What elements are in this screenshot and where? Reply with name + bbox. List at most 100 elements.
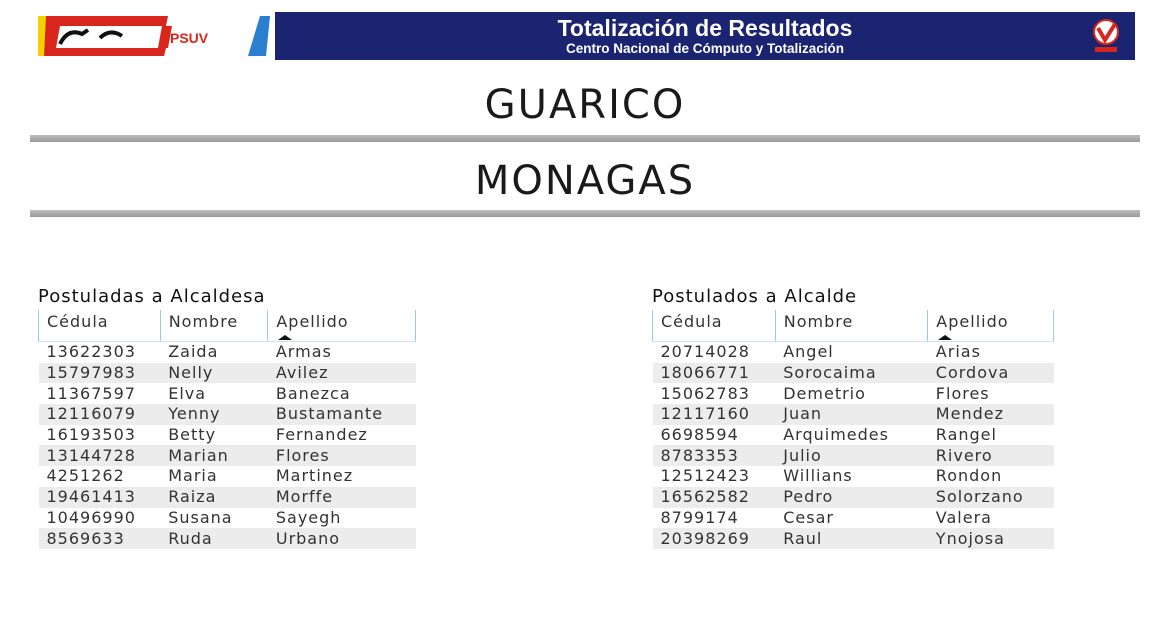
cell-cedula: 20398269 [652,528,776,549]
divider [30,135,1140,142]
state-heading-monagas: MONAGAS [474,158,696,204]
cell-cedula: 13144728 [38,445,161,467]
sort-ascending-icon [278,335,293,340]
cell-nombre: Demetrio [783,383,866,403]
cell-apellido: Martinez [275,466,354,486]
cell-apellido: Mendez [927,404,1054,425]
table-row: 13144728 Marian Flores [38,445,416,467]
header-subtitle: Centro Nacional de Cómputo y Totalizació… [565,41,845,56]
table-row: 12512423 Willians Rondon [653,466,1054,487]
column-header-label: Apellido [936,312,1009,331]
cell-nombre: Juan [775,404,928,425]
cell-cedula: 12117160 [652,404,776,425]
cell-nombre: Ruda [160,528,268,549]
cell-cedula: 20714028 [660,342,750,362]
cell-nombre: Susana [168,507,233,527]
table-row: 18066771 Sorocaima Cordova [652,362,1054,384]
cell-apellido: Valera [935,507,992,527]
cell-nombre: Elva [168,383,207,403]
table-row: 12117160 Juan Mendez [652,404,1054,425]
column-header-nombre[interactable]: Nombre [159,310,268,342]
table-row: 13622303 Zaida Armas [39,342,416,363]
table-row: 20714028 Angel Arias [653,342,1054,363]
header-title: Totalización de Resultados [557,15,853,41]
table-title-alcalde: Postulados a Alcalde [652,286,858,307]
cell-cedula: 6698594 [660,425,739,445]
table-row: 8569633 Ruda Urbano [38,528,416,549]
cell-cedula: 8569633 [38,528,161,549]
cell-nombre: Angel [783,342,834,362]
cell-cedula: 11367597 [46,383,136,403]
header-banner: Totalización de Resultados Centro Nacion… [275,12,1135,60]
table-row: 6698594 Arquimedes Rangel [653,425,1054,446]
cell-cedula: 10496990 [46,507,136,527]
cell-cedula: 8783353 [652,445,776,467]
cell-apellido: Banezca [275,383,351,403]
cell-cedula: 19461413 [38,486,161,508]
divider [30,210,1140,217]
cell-nombre: Julio [775,445,928,467]
column-header-cedula[interactable]: Cédula [38,310,161,342]
table-row: 8783353 Julio Rivero [652,445,1054,467]
cell-nombre: Maria [168,466,218,486]
cell-cedula: 18066771 [652,362,776,384]
column-header-label: Apellido [276,312,349,331]
table-row: 16562582 Pedro Solorzano [652,486,1054,508]
svg-text:PSUV: PSUV [170,30,209,46]
cell-apellido: Urbano [267,528,416,549]
column-header-cedula[interactable]: Cédula [652,310,776,342]
cell-nombre: Marian [160,445,268,467]
psuv-logo: PSUV [38,12,272,60]
cell-nombre: Raiza [160,486,268,508]
cell-apellido: Bustamante [267,404,416,425]
cell-nombre: Nelly [160,362,268,384]
cell-apellido: Rangel [935,425,997,445]
cell-apellido: Flores [935,383,990,403]
cell-nombre: Sorocaima [775,362,928,384]
cell-nombre: Raul [775,528,928,549]
cell-apellido: Rivero [927,445,1054,467]
cell-apellido: Avilez [267,362,416,384]
table-row: 16193503 Betty Fernandez [39,425,416,446]
table-alcalde: Cédula Nombre Apellido 20714028 Angel Aria… [652,310,1054,549]
column-header-apellido[interactable]: Apellido [267,310,416,342]
cell-apellido: Morffe [267,486,416,508]
cell-nombre: Willians [783,466,853,486]
state-heading-guarico: GUARICO [484,82,686,128]
cell-nombre: Yenny [160,404,268,425]
table-row: 15062783 Demetrio Flores [653,383,1054,404]
table-row: 12116079 Yenny Bustamante [38,404,416,425]
table-title-alcaldesa: Postuladas a Alcaldesa [38,286,266,307]
cell-apellido: Rondon [935,466,1003,486]
cell-apellido: Flores [267,445,416,467]
cell-apellido: Fernandez [275,425,368,445]
cell-nombre: Cesar [783,507,834,527]
cell-cedula: 16562582 [652,486,776,508]
cell-cedula: 15797983 [38,362,161,384]
cell-nombre: Betty [168,425,217,445]
table-row: 10496990 Susana Sayegh [39,508,416,529]
cell-cedula: 12116079 [38,404,161,425]
cell-apellido: Sayegh [275,507,342,527]
table-alcaldesa: Cédula Nombre Apellido 13622303 Zaida Arma… [38,310,416,549]
cell-apellido: Cordova [927,362,1054,384]
table-row: 11367597 Elva Banezca [39,383,416,404]
cell-apellido: Ynojosa [927,528,1054,549]
column-header-apellido[interactable]: Apellido [927,310,1054,342]
column-header-nombre[interactable]: Nombre [774,310,928,342]
table-row: 15797983 Nelly Avilez [38,362,416,384]
table-row: 8799174 Cesar Valera [653,508,1054,529]
sort-ascending-icon [938,335,953,340]
cell-apellido: Armas [275,342,332,362]
cell-nombre: Arquimedes [783,425,889,445]
cell-nombre: Zaida [168,342,219,362]
cell-cedula: 8799174 [660,507,739,527]
cell-apellido: Solorzano [927,486,1054,508]
cell-cedula: 13622303 [46,342,136,362]
cell-cedula: 16193503 [46,425,136,445]
table-row: 4251262 Maria Martinez [39,466,416,487]
cell-nombre: Pedro [775,486,928,508]
cell-apellido: Arias [935,342,981,362]
cne-seal-icon [1093,19,1119,52]
cell-cedula: 15062783 [660,383,750,403]
